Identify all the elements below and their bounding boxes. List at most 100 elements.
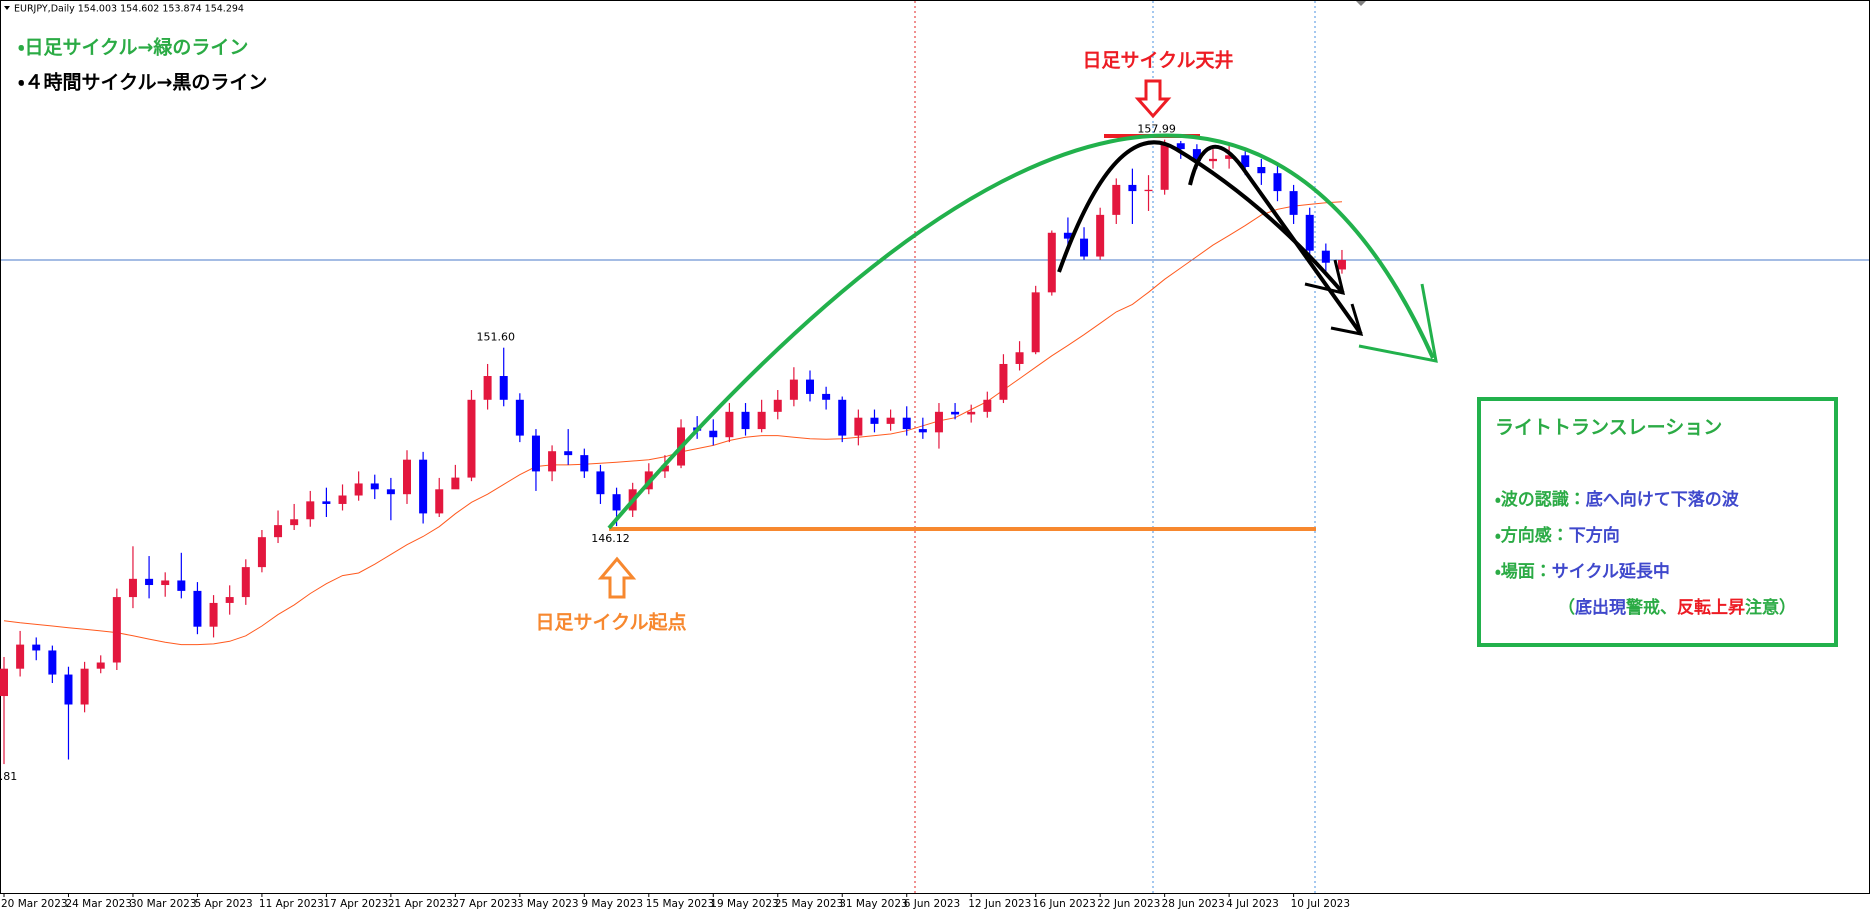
candle-body <box>257 537 266 568</box>
legend-4h: ・４時間サイクル→黒のライン <box>18 72 267 94</box>
x-tick-label: 3 May 2023 <box>517 898 579 910</box>
candle-body <box>1096 214 1105 257</box>
candle-body <box>290 519 299 526</box>
candle-body <box>757 411 766 430</box>
candle-body <box>483 376 492 400</box>
x-tick-label: 4 Jul 2023 <box>1226 898 1279 910</box>
candle-body <box>822 393 831 400</box>
candle-body <box>773 399 782 412</box>
daily-cycle-curve <box>607 133 1435 530</box>
candle-body <box>515 399 524 436</box>
candle-body <box>161 580 170 586</box>
candle-body <box>1321 250 1330 263</box>
candle-body <box>596 471 605 495</box>
candle-body <box>934 411 943 433</box>
candle-body <box>16 644 25 669</box>
start-label: 日足サイクル起点 <box>535 612 686 634</box>
candle-body <box>564 451 573 456</box>
candle-body <box>1273 173 1282 192</box>
candle-body <box>306 501 315 520</box>
candle-body <box>128 578 137 598</box>
info-line: ・方向感：下方向 <box>1495 525 1620 546</box>
candle-body <box>918 429 927 433</box>
candle-body <box>1031 292 1040 353</box>
candle-body <box>725 411 734 438</box>
candle-body <box>145 578 154 586</box>
candle-body <box>1176 143 1185 150</box>
candle-body <box>854 417 863 436</box>
candle-body <box>1015 352 1024 364</box>
info-line: ・場面：サイクル延長中 <box>1495 561 1670 582</box>
candle-body <box>48 650 57 675</box>
info-segment: 底出現 <box>1575 597 1626 618</box>
candle-body <box>322 501 331 504</box>
candle-body <box>467 399 476 478</box>
candle-body <box>531 435 540 472</box>
high-label: 151.60 <box>476 331 515 344</box>
candle-body <box>1337 259 1346 270</box>
x-tick-label: 6 Jun 2023 <box>904 898 960 910</box>
info-segment: サイクル延長中 <box>1552 561 1670 582</box>
daily-cycle-arrowhead <box>1358 283 1438 363</box>
x-tick-label: 5 Apr 2023 <box>194 898 252 910</box>
candle-body <box>386 489 395 495</box>
info-segment: ・波の認識： <box>1495 489 1586 510</box>
info-box <box>1477 397 1838 647</box>
candle-body <box>789 379 798 400</box>
candle-body <box>1241 155 1250 168</box>
candle-body <box>419 459 428 514</box>
low-label: 146.12 <box>591 532 630 545</box>
candle-body <box>1112 184 1121 215</box>
candle-body <box>209 602 218 627</box>
x-tick-label: 24 Mar 2023 <box>65 898 132 910</box>
4h-cycle-arrowhead <box>1304 259 1346 296</box>
info-segment: 警戒、 <box>1626 597 1677 618</box>
x-tick-label: 15 May 2023 <box>646 898 714 910</box>
x-tick-label: 17 Apr 2023 <box>323 898 388 910</box>
candle-body <box>274 525 283 538</box>
info-segment: （ <box>1558 597 1575 618</box>
candle-body <box>1289 191 1298 215</box>
candle-body <box>32 644 41 651</box>
info-segment: 下方向 <box>1569 525 1620 546</box>
symbol-info: EURJPY,Daily 154.003 154.602 153.874 154… <box>14 4 244 15</box>
candle-body <box>1047 232 1056 293</box>
candle-body <box>967 411 976 415</box>
x-tick-label: 21 Apr 2023 <box>388 898 453 910</box>
x-tick-label: 28 Jun 2023 <box>1162 898 1225 910</box>
info-segment: 反転上昇 <box>1677 597 1745 618</box>
candle-body <box>403 459 411 495</box>
legend-daily: ・日足サイクル→緑のライン <box>18 36 248 59</box>
candle-body <box>999 363 1008 400</box>
x-tick-label: 16 Jun 2023 <box>1033 898 1096 910</box>
candle-body <box>112 597 121 663</box>
candle-body <box>1225 155 1234 159</box>
candle-body <box>354 483 363 496</box>
top-arrow <box>1134 79 1172 119</box>
candle-body <box>870 417 879 424</box>
candle-body <box>80 668 89 705</box>
x-tick-label: 10 Jul 2023 <box>1291 898 1350 910</box>
candle-body <box>451 477 460 490</box>
x-tick-label: 12 Jun 2023 <box>968 898 1031 910</box>
candle-body <box>0 668 8 697</box>
info-segment: 注意） <box>1745 597 1796 618</box>
candle-body <box>1192 149 1201 162</box>
4h-cycle-arrowhead <box>1330 303 1364 336</box>
info-title: ライトトランスレーション <box>1495 417 1722 439</box>
candle-body <box>96 662 105 669</box>
x-tick-label: 19 May 2023 <box>710 898 778 910</box>
x-tick-label: 22 Jun 2023 <box>1097 898 1160 910</box>
info-segment: ・方向感： <box>1495 525 1569 546</box>
candle-body <box>370 483 379 490</box>
x-tick-label: 30 Mar 2023 <box>130 898 197 910</box>
info-line: ・波の認識：底へ向けて下落の波 <box>1495 489 1740 510</box>
info-lines: ・波の認識：底へ向けて下落の波・方向感：下方向・場面：サイクル延長中 （底出現警戒… <box>1495 489 1796 618</box>
overlay <box>4 1 1838 647</box>
candle-body <box>1144 189 1153 192</box>
candle-body <box>806 379 814 394</box>
candle-body <box>338 495 347 504</box>
candle-body <box>709 430 718 438</box>
4h-cycle-curve <box>1188 144 1363 336</box>
